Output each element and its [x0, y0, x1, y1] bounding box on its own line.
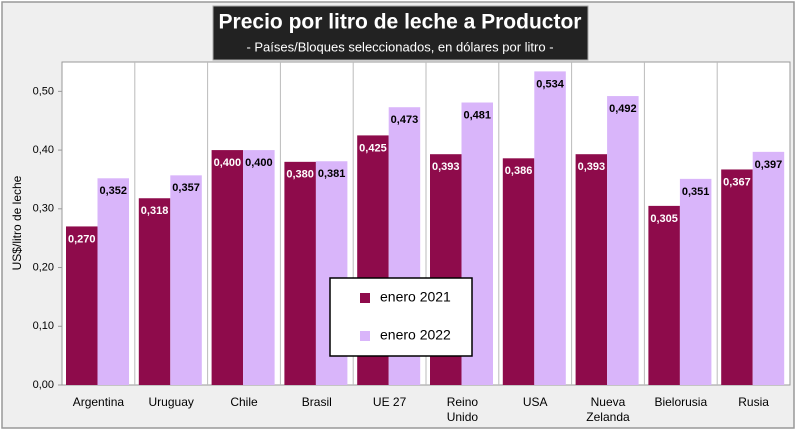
bar: [66, 226, 98, 385]
data-label: 0,393: [578, 161, 606, 173]
legend-swatch: [360, 293, 370, 303]
data-label: 0,386: [505, 165, 533, 177]
data-label: 0,318: [141, 205, 169, 217]
title-box: [212, 5, 589, 61]
x-tick-label: Argentina: [72, 395, 125, 409]
data-label: 0,473: [391, 114, 419, 126]
data-label: 0,400: [245, 157, 273, 169]
bar: [534, 71, 566, 385]
data-label: 0,400: [214, 157, 242, 169]
y-tick-label: 0,10: [33, 320, 54, 332]
data-label: 0,380: [286, 169, 314, 181]
bar: [648, 205, 680, 385]
x-tick-label: Chile: [230, 395, 258, 409]
x-tick-label: USA: [522, 395, 548, 409]
y-tick-label: 0,30: [33, 203, 54, 215]
data-label: 0,393: [432, 161, 460, 173]
legend-swatch: [360, 331, 370, 341]
data-label: 0,367: [723, 176, 751, 188]
chart-subtitle: - Países/Bloques seleccionados, en dólar…: [246, 39, 553, 54]
data-label: 0,352: [99, 185, 127, 197]
data-label: 0,381: [318, 168, 346, 180]
y-tick-label: 0,40: [33, 144, 54, 156]
bar: [607, 96, 639, 385]
y-tick-label: 0,00: [33, 379, 54, 391]
bar: [679, 178, 712, 385]
bar: [502, 158, 535, 385]
data-label: 0,305: [650, 213, 678, 225]
bar: [170, 175, 202, 385]
bar: [575, 154, 608, 385]
bar: [138, 198, 171, 385]
bar: [97, 178, 129, 385]
bar: [243, 150, 275, 385]
legend-label: enero 2021: [380, 289, 451, 305]
x-tick-label: Brasil: [301, 395, 332, 409]
bar: [752, 151, 785, 385]
data-label: 0,351: [682, 186, 710, 198]
data-label: 0,481: [463, 109, 491, 121]
legend-box: [329, 277, 473, 357]
bar: [284, 161, 316, 385]
data-label: 0,270: [68, 233, 96, 245]
data-label: 0,492: [609, 103, 637, 115]
bar: [211, 150, 244, 385]
legend-label: enero 2022: [380, 327, 451, 343]
x-tick-label: Uruguay: [148, 395, 194, 409]
data-label: 0,534: [536, 78, 564, 90]
bar: [721, 169, 753, 385]
y-axis-label: US$/litro de leche: [10, 175, 24, 270]
x-tick-label: Rusia: [738, 395, 769, 409]
data-label: 0,397: [755, 159, 783, 171]
y-tick-label: 0,50: [33, 85, 54, 97]
data-label: 0,425: [359, 142, 387, 154]
x-tick-label: Nueva Zelanda: [586, 395, 630, 424]
y-tick-label: 0,20: [33, 261, 54, 273]
chart-title: Precio por litro de leche a Productor: [219, 11, 582, 34]
x-tick-label: Reino Unido: [446, 395, 479, 424]
data-label: 0,357: [172, 182, 200, 194]
x-tick-label: UE 27: [372, 395, 407, 409]
x-tick-label: Bielorusia: [654, 395, 708, 409]
